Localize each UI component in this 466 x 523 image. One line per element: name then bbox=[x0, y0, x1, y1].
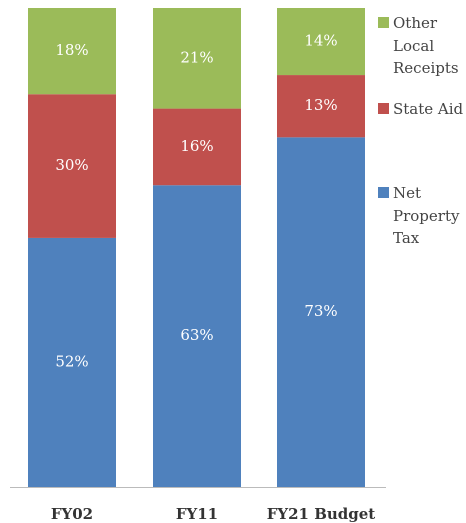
data-label: 73% bbox=[304, 302, 337, 320]
data-label: 52% bbox=[55, 352, 88, 370]
data-label: 13% bbox=[304, 96, 337, 114]
bar-segment bbox=[153, 8, 241, 109]
legend-item: State Aid bbox=[378, 98, 466, 121]
legend-swatch bbox=[378, 103, 389, 114]
bar-segment bbox=[277, 137, 365, 487]
data-label: 63% bbox=[180, 326, 213, 344]
data-label: 14% bbox=[304, 32, 337, 50]
legend-item: Other Local Receipts bbox=[378, 12, 466, 80]
bar-segment bbox=[277, 75, 365, 138]
legend-swatch bbox=[378, 17, 389, 28]
bar-segment bbox=[28, 8, 116, 95]
data-label: 18% bbox=[55, 41, 88, 59]
legend-label: State Aid bbox=[393, 100, 464, 118]
data-label: 30% bbox=[55, 156, 88, 174]
legend-label: Other Local Receipts bbox=[393, 14, 459, 77]
x-tick-label: FY02 bbox=[51, 505, 93, 523]
bar-segment bbox=[28, 94, 116, 238]
legend-item: Net Property Tax bbox=[378, 182, 466, 250]
bar-segment bbox=[153, 108, 241, 186]
x-tick-label: FY21 Budget bbox=[267, 505, 376, 523]
x-tick-label: FY11 bbox=[176, 505, 218, 523]
data-label: 21% bbox=[180, 48, 213, 66]
legend-label: Net Property Tax bbox=[393, 184, 460, 247]
legend-swatch bbox=[378, 187, 389, 198]
bar-segment bbox=[277, 8, 365, 76]
bar-segment bbox=[28, 237, 116, 487]
bar-segment bbox=[153, 185, 241, 488]
data-label: 16% bbox=[180, 137, 213, 155]
